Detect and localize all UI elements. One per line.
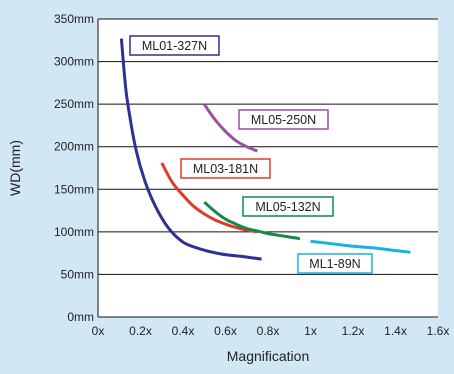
x-tick-label: 0.4x — [172, 324, 195, 338]
x-tick-label: 1.4x — [384, 324, 407, 338]
x-tick-label: 1.2x — [342, 324, 365, 338]
y-tick-label: 100mm — [54, 225, 94, 239]
series-tag-box — [129, 35, 220, 56]
series-line-ml05-250n — [203, 103, 258, 153]
series-tag-label: ML1-89N — [309, 257, 360, 271]
series-tag-label: ML05-132N — [255, 200, 320, 214]
gridlines — [97, 18, 438, 318]
x-axis-title: Magnification — [227, 348, 310, 364]
series-tag-label: ML05-250N — [251, 113, 316, 127]
x-tick-label: 0.2x — [129, 324, 152, 338]
series-tags: ML01-327N ML05-250N ML03-181N ML05-132N ML1-… — [129, 35, 373, 274]
y-tick-label: 50mm — [61, 267, 94, 281]
y-tick-label: 300mm — [54, 55, 94, 69]
tick-labels: 0mm 50mm 100mm 150mm 200mm 250mm 300mm 350mm 0x 0… — [54, 12, 449, 338]
series-tag-box — [238, 109, 329, 130]
series-line-ml01-327n — [119, 38, 262, 261]
series-line-ml1-89n — [310, 239, 411, 254]
series-line-ml03-181n — [160, 162, 258, 234]
y-axis-title: WD(mm) — [7, 140, 23, 196]
x-tick-label: 0.6x — [214, 324, 237, 338]
series-tag-box — [297, 253, 373, 274]
y-tick-label: 0mm — [67, 310, 94, 324]
y-tick-label: 350mm — [54, 12, 94, 26]
x-tick-label: 1.6x — [427, 324, 450, 338]
x-tick-label: 0.8x — [257, 324, 280, 338]
series-tag-label: ML01-327N — [142, 39, 207, 53]
series-tag-label: ML03-181N — [193, 162, 258, 176]
y-tick-label: 150mm — [54, 182, 94, 196]
series-tag-box — [180, 158, 271, 179]
series-line-ml05-132n — [203, 200, 301, 241]
y-tick-label: 200mm — [54, 140, 94, 154]
y-tick-label: 250mm — [54, 97, 94, 111]
series-tag-box — [242, 196, 334, 217]
x-tick-label: 1x — [304, 324, 317, 338]
series-lines — [119, 38, 411, 261]
x-tick-label: 0x — [92, 324, 105, 338]
